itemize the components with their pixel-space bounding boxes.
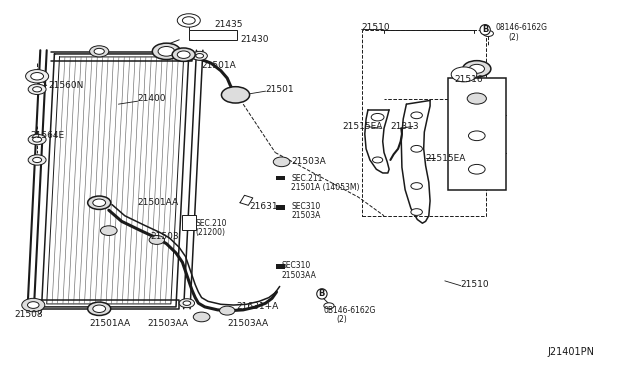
Circle shape <box>451 67 477 82</box>
Circle shape <box>411 145 422 152</box>
Circle shape <box>149 235 164 244</box>
Circle shape <box>469 64 484 73</box>
Circle shape <box>177 14 200 27</box>
Bar <box>189 30 237 40</box>
Circle shape <box>372 157 383 163</box>
Text: 21631: 21631 <box>250 202 278 211</box>
Circle shape <box>26 70 49 83</box>
Circle shape <box>192 51 207 60</box>
Circle shape <box>411 183 422 189</box>
Text: 21503AA: 21503AA <box>147 319 188 328</box>
Circle shape <box>33 87 42 92</box>
Circle shape <box>172 48 195 61</box>
Text: 21501AA: 21501AA <box>138 198 179 207</box>
Text: 21501A (14053M): 21501A (14053M) <box>291 183 360 192</box>
Circle shape <box>183 301 191 305</box>
Text: 21430: 21430 <box>240 35 269 44</box>
Text: (2): (2) <box>336 315 347 324</box>
Circle shape <box>28 155 46 165</box>
Bar <box>276 264 285 269</box>
Text: 21510: 21510 <box>362 23 390 32</box>
Circle shape <box>93 305 106 312</box>
Circle shape <box>179 299 195 308</box>
Circle shape <box>152 43 180 60</box>
Text: 21313: 21313 <box>390 122 419 131</box>
Circle shape <box>221 87 250 103</box>
Text: SEC.211: SEC.211 <box>291 174 323 183</box>
Circle shape <box>324 303 334 309</box>
Circle shape <box>88 302 111 315</box>
Circle shape <box>90 46 109 57</box>
Bar <box>448 78 506 190</box>
Circle shape <box>94 48 104 54</box>
Circle shape <box>468 164 485 174</box>
Circle shape <box>22 298 45 312</box>
Text: B: B <box>482 25 488 34</box>
Text: 21435: 21435 <box>214 20 243 29</box>
Circle shape <box>411 209 422 215</box>
Text: 21515EA: 21515EA <box>426 154 466 163</box>
Text: (21200): (21200) <box>195 228 225 237</box>
Text: (2): (2) <box>509 33 520 42</box>
Circle shape <box>193 312 210 322</box>
Circle shape <box>463 61 491 77</box>
Circle shape <box>182 17 195 24</box>
Text: 0B146-6162G: 0B146-6162G <box>323 306 376 315</box>
Bar <box>276 176 285 180</box>
Text: 21503: 21503 <box>150 232 179 241</box>
Text: 21631+A: 21631+A <box>237 302 279 311</box>
Text: 21503AA: 21503AA <box>227 319 268 328</box>
Text: 21501AA: 21501AA <box>90 319 131 328</box>
Circle shape <box>468 131 485 141</box>
Text: 21510: 21510 <box>461 280 490 289</box>
Text: SEC310: SEC310 <box>291 202 321 211</box>
Text: 21564E: 21564E <box>31 131 65 140</box>
Circle shape <box>28 134 46 145</box>
Circle shape <box>100 226 117 235</box>
Circle shape <box>411 112 422 119</box>
Circle shape <box>93 199 106 206</box>
Text: J21401PN: J21401PN <box>547 347 594 356</box>
Text: 21515EA: 21515EA <box>342 122 383 131</box>
Circle shape <box>483 31 493 36</box>
Text: 21560N: 21560N <box>48 81 83 90</box>
Text: 21503A: 21503A <box>291 157 326 166</box>
Circle shape <box>220 306 235 315</box>
Circle shape <box>31 73 44 80</box>
Circle shape <box>273 157 290 167</box>
Circle shape <box>28 302 39 308</box>
Circle shape <box>33 157 42 163</box>
Text: B: B <box>319 289 325 298</box>
Text: 21501: 21501 <box>266 85 294 94</box>
Circle shape <box>33 137 42 142</box>
Text: 21501A: 21501A <box>202 61 236 70</box>
Text: 08146-6162G: 08146-6162G <box>496 23 548 32</box>
Circle shape <box>196 54 204 58</box>
Circle shape <box>467 93 486 104</box>
Circle shape <box>88 196 111 209</box>
Text: 21508: 21508 <box>14 310 43 319</box>
Text: SEC.210: SEC.210 <box>195 219 227 228</box>
Circle shape <box>371 113 384 121</box>
Text: 21503AA: 21503AA <box>282 271 316 280</box>
Text: 21503A: 21503A <box>291 211 321 220</box>
Bar <box>362 30 486 216</box>
Circle shape <box>177 51 190 58</box>
Text: 21516: 21516 <box>454 76 483 84</box>
Bar <box>182 215 196 230</box>
Text: 21400: 21400 <box>138 94 166 103</box>
Circle shape <box>28 84 46 94</box>
Text: SEC310: SEC310 <box>282 262 311 270</box>
Bar <box>276 205 285 210</box>
Circle shape <box>158 46 175 56</box>
